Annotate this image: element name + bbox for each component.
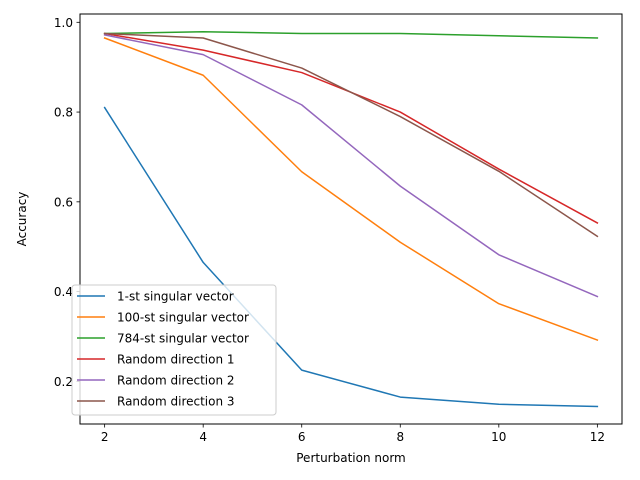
y-tick-label: 1.0 [54, 16, 73, 30]
x-tick-label: 4 [199, 430, 207, 444]
x-tick-label: 2 [101, 430, 109, 444]
x-tick-label: 10 [491, 430, 506, 444]
x-tick-label: 6 [298, 430, 306, 444]
y-tick-label: 0.2 [54, 375, 73, 389]
legend-box [71, 284, 277, 416]
legend-entry: 1-st singular vector [117, 290, 234, 304]
series-line-6 [103, 32, 599, 238]
y-axis-ticks: 0.2 0.4 0.6 0.8 1.0 [54, 16, 80, 389]
x-tick-label: 8 [396, 430, 404, 444]
y-tick-label: 0.6 [54, 195, 73, 209]
y-tick-label: 0.8 [54, 106, 73, 120]
legend-entry: Random direction 1 [117, 353, 235, 367]
y-axis-label: Accuracy [15, 192, 29, 247]
series-line-5 [103, 33, 599, 298]
plot-lines [103, 30, 599, 408]
series-line-3 [103, 30, 599, 39]
legend: 1-st singular vector 100-st singular vect… [71, 284, 277, 416]
x-axis-label: Perturbation norm [296, 451, 406, 465]
series-line-2 [103, 37, 599, 342]
plot-frame [79, 13, 623, 425]
series-line-1 [103, 106, 599, 408]
x-tick-label: 12 [590, 430, 605, 444]
legend-entry: Random direction 3 [117, 395, 235, 409]
legend-entry: Random direction 2 [117, 374, 235, 388]
legend-entry: 784-st singular vector [117, 332, 249, 346]
legend-entry: 100-st singular vector [117, 311, 249, 325]
x-axis-ticks: 2 4 6 8 10 12 [101, 424, 605, 444]
y-tick-label: 0.4 [54, 285, 73, 299]
